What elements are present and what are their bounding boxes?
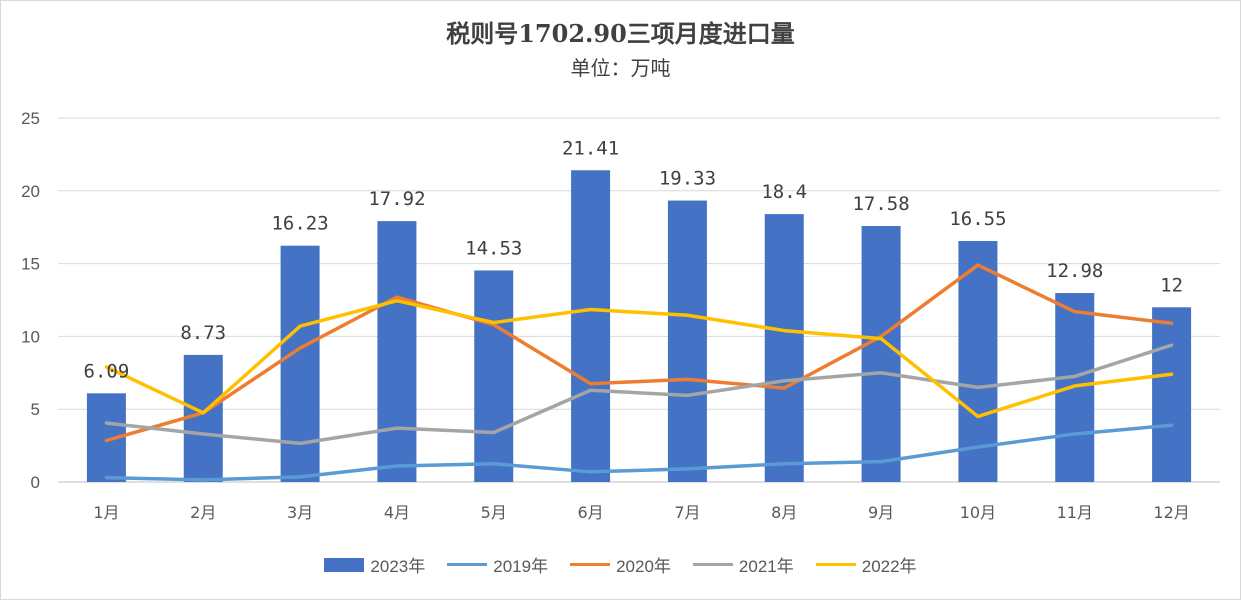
y-tick-label: 0 [31, 473, 40, 492]
legend-item: 2022年 [815, 552, 917, 577]
chart-subtitle: 单位：万吨 [570, 56, 671, 80]
x-tick-label: 9月 [868, 503, 894, 522]
data-label: 19.33 [659, 168, 716, 190]
bar-2023年-5月 [474, 270, 514, 482]
data-label: 17.92 [368, 188, 425, 210]
x-tick-label: 10月 [960, 503, 996, 522]
legend-label: 2021年 [738, 557, 794, 576]
bar-2023年-9月 [861, 226, 901, 482]
series-line-2022年 [104, 298, 1174, 419]
legend-swatch [815, 563, 856, 566]
x-tick-label: 7月 [674, 503, 700, 522]
x-tick-label: 2月 [190, 503, 216, 522]
legend-item: 2023年 [324, 552, 425, 577]
data-label: 12 [1160, 274, 1183, 296]
series-line-2020年 [104, 263, 1174, 443]
chart-title: 税则号1702.90三项月度进口量 [446, 19, 795, 48]
legend-item: 2020年 [570, 552, 671, 577]
bar-2023年-12月 [1152, 307, 1192, 482]
series-line-2019年 [104, 423, 1174, 482]
bar-2023年-3月 [280, 245, 320, 482]
data-label: 18.4 [761, 181, 807, 203]
data-label: 17.58 [852, 193, 909, 215]
x-tick-label: 8月 [771, 503, 797, 522]
legend-swatch [692, 563, 733, 566]
legend-item: 2021年 [692, 552, 794, 577]
data-label: 14.53 [465, 237, 522, 259]
data-label: 12.98 [1046, 260, 1103, 282]
legend-item: 2019年 [447, 552, 548, 577]
y-tick-label: 15 [21, 255, 40, 274]
bar-2023年-8月 [764, 214, 804, 482]
bar-2023年-6月 [571, 170, 611, 483]
y-tick-label: 20 [21, 182, 40, 201]
legend-label: 2020年 [616, 557, 671, 576]
y-tick-label: 10 [21, 327, 40, 346]
data-label: 21.41 [562, 137, 619, 159]
x-tick-label: 3月 [287, 503, 313, 522]
series-line-2021年 [104, 343, 1174, 446]
data-label: 8.73 [180, 322, 226, 344]
data-label: 16.55 [949, 208, 1006, 230]
x-tick-label: 6月 [577, 503, 603, 522]
legend-swatch [570, 563, 611, 566]
y-tick-label: 25 [21, 109, 40, 128]
bar-2023年-7月 [667, 200, 707, 482]
x-tick-label: 11月 [1057, 503, 1093, 522]
bar-2023年-4月 [377, 221, 417, 483]
legend-label: 2023年 [370, 557, 426, 576]
legend-swatch [324, 557, 365, 572]
x-tick-label: 1月 [93, 503, 119, 522]
legend-label: 2019年 [493, 557, 549, 576]
data-label: 16.23 [271, 213, 328, 235]
x-tick-label: 4月 [384, 503, 410, 522]
data-label: 6.09 [84, 360, 130, 382]
x-tick-label: 12月 [1153, 503, 1189, 522]
chart-legend: 2023年 2019年 2020年 2021年 2022年 [0, 552, 1241, 577]
legend-label: 2022年 [861, 557, 917, 576]
bar-2023年-10月 [958, 241, 998, 482]
bar-2023年-2月 [183, 354, 223, 482]
y-tick-label: 5 [31, 400, 40, 419]
x-tick-label: 5月 [481, 503, 507, 522]
legend-swatch [447, 563, 488, 566]
